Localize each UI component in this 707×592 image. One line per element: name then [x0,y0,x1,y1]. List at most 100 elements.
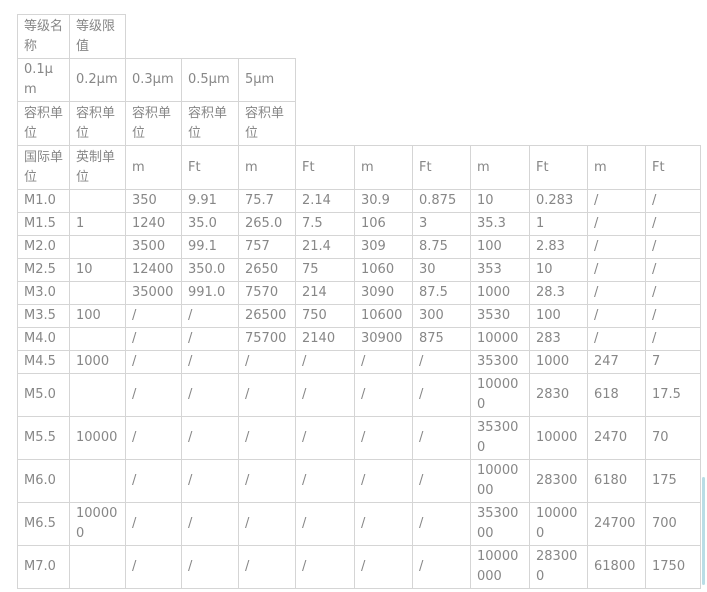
class-data-row-cell [69,235,126,259]
class-data-row-cell: / [645,304,701,328]
class-data-row-cell: / [645,327,701,351]
vertical-scrollbar-thumb[interactable] [702,477,705,585]
class-data-row-cell: 2.14 [295,189,355,213]
class-data-row-cell: / [125,545,182,589]
header-measure-unit-row-cell: m [125,145,182,190]
class-data-row-cell: 100 [470,235,530,259]
class-data-row: M6.0// / / //1000000 28300 6180 175 [17,459,701,503]
class-data-row-cell: 2650 [238,258,296,282]
class-data-row-cell: 10600 [354,304,413,328]
class-data-row-cell: / [238,416,296,460]
class-data-row-cell: 28.3 [529,281,588,305]
header-measure-unit-row-cell: m [470,145,530,190]
class-data-row-cell: / [181,502,239,546]
class-data-row-cell: 700 [645,502,701,546]
class-data-row-cell: 3 [412,212,471,236]
class-data-row-cell: / [125,502,182,546]
header-grade-name-row-cell: 等级名称 [17,14,70,59]
class-data-row-cell: / [238,373,296,417]
class-data-row-cell: / [587,304,646,328]
class-name-cell: M4.0 [17,327,70,351]
class-data-row-cell: 353 [470,258,530,282]
class-data-row: M2.5 10 12400 350.0 2650 75 1060 30 353 10// [17,258,701,282]
class-data-row-cell: / [587,258,646,282]
header-measure-unit-row-cell: m [354,145,413,190]
class-name-cell: M6.5 [17,502,70,546]
class-data-row-cell: / [295,502,355,546]
class-data-row: M3.5 100//26500 750 10600 300 3530 100// [17,304,701,328]
class-data-row-cell: / [645,258,701,282]
class-data-row: M4.0//75700 2140 30900 875 10000 283// [17,327,701,351]
class-data-row-cell: / [354,502,413,546]
header-particle-size-row-cell: 0.3μm [125,58,182,102]
class-data-row-cell [69,545,126,589]
class-data-row-cell: 30900 [354,327,413,351]
class-data-row-cell [69,327,126,351]
header-volume-unit-row-cell: 容积单位 [181,101,239,146]
class-data-row-cell: / [295,459,355,503]
class-name-cell: M2.5 [17,258,70,282]
class-data-row-cell: / [181,459,239,503]
empty-filler-area [296,59,701,102]
class-data-row-cell: 750 [295,304,355,328]
empty-filler-area [126,15,701,59]
class-data-row-cell: 10 [529,258,588,282]
class-data-row: M4.5 1000// / / //35300 1000 247 7 [17,350,701,374]
class-name-cell: M3.0 [17,281,70,305]
class-data-row-cell: 10000 [69,416,126,460]
class-data-row-cell: 1 [529,212,588,236]
class-data-row-cell: / [354,350,413,374]
class-data-row-cell: / [412,416,471,460]
class-data-row-cell: 1240 [125,212,182,236]
class-data-row-cell: 1000000 [470,459,530,503]
class-data-row-cell: 3090 [354,281,413,305]
empty-filler-area [296,102,701,146]
class-data-row-cell [69,373,126,417]
class-data-row-cell: / [238,350,296,374]
class-data-row: M7.0// / / //10000000 283000 61800 1750 [17,545,701,589]
class-data-row-cell: 3500 [125,235,182,259]
class-data-row-cell: / [412,459,471,503]
class-name-cell: M1.0 [17,189,70,213]
class-data-row-cell: / [412,545,471,589]
header-measure-unit-row-cell: Ft [181,145,239,190]
class-data-row-cell: 35.0 [181,212,239,236]
class-data-row-cell: / [125,416,182,460]
class-data-row-cell: 300 [412,304,471,328]
header-measure-unit-row-cell: m [238,145,296,190]
class-data-row-cell: 7.5 [295,212,355,236]
class-data-row-cell: 175 [645,459,701,503]
class-data-row-cell: 0.283 [529,189,588,213]
class-data-row-cell: 10000 [470,327,530,351]
class-data-row-cell: 75 [295,258,355,282]
class-data-row-cell: 0.875 [412,189,471,213]
header-measure-unit-row-cell: Ft [412,145,471,190]
class-data-row-cell: 8.75 [412,235,471,259]
class-data-row-cell: / [295,373,355,417]
class-name-cell: M5.0 [17,373,70,417]
class-data-row-cell: 7570 [238,281,296,305]
class-data-row-cell: / [587,212,646,236]
class-data-row-cell: 1000 [470,281,530,305]
class-data-row-cell: 26500 [238,304,296,328]
class-data-row-cell: / [181,373,239,417]
class-data-row-cell: / [238,502,296,546]
header-measure-unit-row-cell: Ft [645,145,701,190]
header-measure-unit-row: 国际单位 英制单位 m Ft m Ft m Ft m Ft m Ft [17,145,701,190]
class-data-row-cell: / [587,281,646,305]
class-data-row-cell: 9.91 [181,189,239,213]
header-volume-unit-row-cell: 容积单位 [238,101,296,146]
class-data-row-cell: 24700 [587,502,646,546]
header-particle-size-row-cell: 0.5μm [181,58,239,102]
class-data-row-cell: 100000 [69,502,126,546]
header-particle-size-row-cell: 0.2μm [69,58,126,102]
class-data-row-cell: 2470 [587,416,646,460]
header-grade-name-row: 等级名称 等级限值 [17,14,701,59]
class-data-row-cell: 757 [238,235,296,259]
class-data-row-cell: 75.7 [238,189,296,213]
class-name-cell: M3.5 [17,304,70,328]
class-data-row-cell: / [354,416,413,460]
class-data-row-cell: 10000 [529,416,588,460]
class-data-row-cell: 106 [354,212,413,236]
class-data-row-cell: 265.0 [238,212,296,236]
